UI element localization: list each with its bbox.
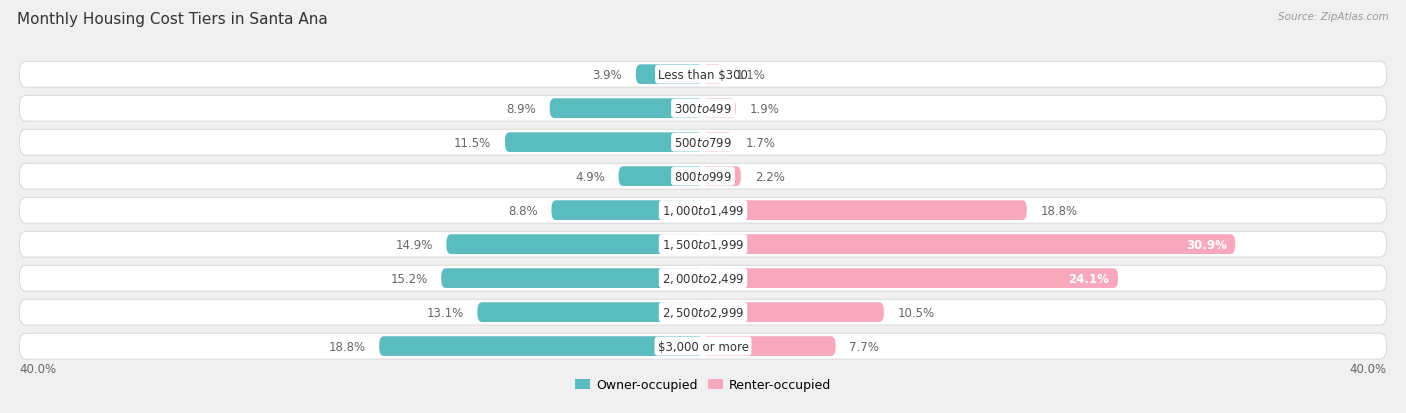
Text: Monthly Housing Cost Tiers in Santa Ana: Monthly Housing Cost Tiers in Santa Ana (17, 12, 328, 27)
FancyBboxPatch shape (703, 337, 835, 356)
FancyBboxPatch shape (20, 164, 1386, 190)
FancyBboxPatch shape (550, 99, 703, 119)
FancyBboxPatch shape (703, 268, 1118, 288)
FancyBboxPatch shape (619, 167, 703, 187)
Text: 14.9%: 14.9% (395, 238, 433, 251)
Text: 11.5%: 11.5% (454, 136, 491, 149)
Legend: Owner-occupied, Renter-occupied: Owner-occupied, Renter-occupied (575, 378, 831, 391)
Text: 30.9%: 30.9% (1185, 238, 1226, 251)
FancyBboxPatch shape (441, 268, 703, 288)
Text: $1,000 to $1,499: $1,000 to $1,499 (662, 204, 744, 218)
Text: 7.7%: 7.7% (849, 340, 879, 353)
FancyBboxPatch shape (703, 201, 1026, 221)
FancyBboxPatch shape (703, 99, 735, 119)
FancyBboxPatch shape (446, 235, 703, 254)
FancyBboxPatch shape (505, 133, 703, 153)
Text: 40.0%: 40.0% (1350, 362, 1386, 375)
FancyBboxPatch shape (703, 65, 721, 85)
FancyBboxPatch shape (20, 266, 1386, 291)
FancyBboxPatch shape (703, 303, 884, 322)
FancyBboxPatch shape (20, 333, 1386, 359)
Text: $300 to $499: $300 to $499 (673, 102, 733, 115)
Text: 15.2%: 15.2% (391, 272, 427, 285)
FancyBboxPatch shape (380, 337, 703, 356)
FancyBboxPatch shape (551, 201, 703, 221)
Text: 4.9%: 4.9% (575, 170, 605, 183)
Text: 1.9%: 1.9% (749, 102, 779, 115)
Text: Less than $300: Less than $300 (658, 69, 748, 81)
Text: 8.8%: 8.8% (508, 204, 537, 217)
Text: Source: ZipAtlas.com: Source: ZipAtlas.com (1278, 12, 1389, 22)
Text: $800 to $999: $800 to $999 (673, 170, 733, 183)
Text: 3.9%: 3.9% (592, 69, 621, 81)
FancyBboxPatch shape (636, 65, 703, 85)
FancyBboxPatch shape (478, 303, 703, 322)
Text: $1,500 to $1,999: $1,500 to $1,999 (662, 237, 744, 252)
Text: 10.5%: 10.5% (897, 306, 935, 319)
Text: 1.7%: 1.7% (747, 136, 776, 149)
FancyBboxPatch shape (703, 133, 733, 153)
Text: 1.1%: 1.1% (735, 69, 766, 81)
FancyBboxPatch shape (20, 62, 1386, 88)
Text: 40.0%: 40.0% (20, 362, 56, 375)
Text: 2.2%: 2.2% (755, 170, 785, 183)
FancyBboxPatch shape (703, 235, 1236, 254)
Text: $500 to $799: $500 to $799 (673, 136, 733, 149)
Text: 13.1%: 13.1% (426, 306, 464, 319)
FancyBboxPatch shape (20, 232, 1386, 257)
Text: 18.8%: 18.8% (1040, 204, 1078, 217)
FancyBboxPatch shape (20, 299, 1386, 325)
Text: $3,000 or more: $3,000 or more (658, 340, 748, 353)
Text: 18.8%: 18.8% (328, 340, 366, 353)
Text: $2,000 to $2,499: $2,000 to $2,499 (662, 271, 744, 285)
Text: 8.9%: 8.9% (506, 102, 536, 115)
Text: 24.1%: 24.1% (1069, 272, 1109, 285)
Text: $2,500 to $2,999: $2,500 to $2,999 (662, 305, 744, 319)
FancyBboxPatch shape (20, 96, 1386, 122)
FancyBboxPatch shape (20, 130, 1386, 156)
FancyBboxPatch shape (20, 198, 1386, 223)
FancyBboxPatch shape (703, 167, 741, 187)
